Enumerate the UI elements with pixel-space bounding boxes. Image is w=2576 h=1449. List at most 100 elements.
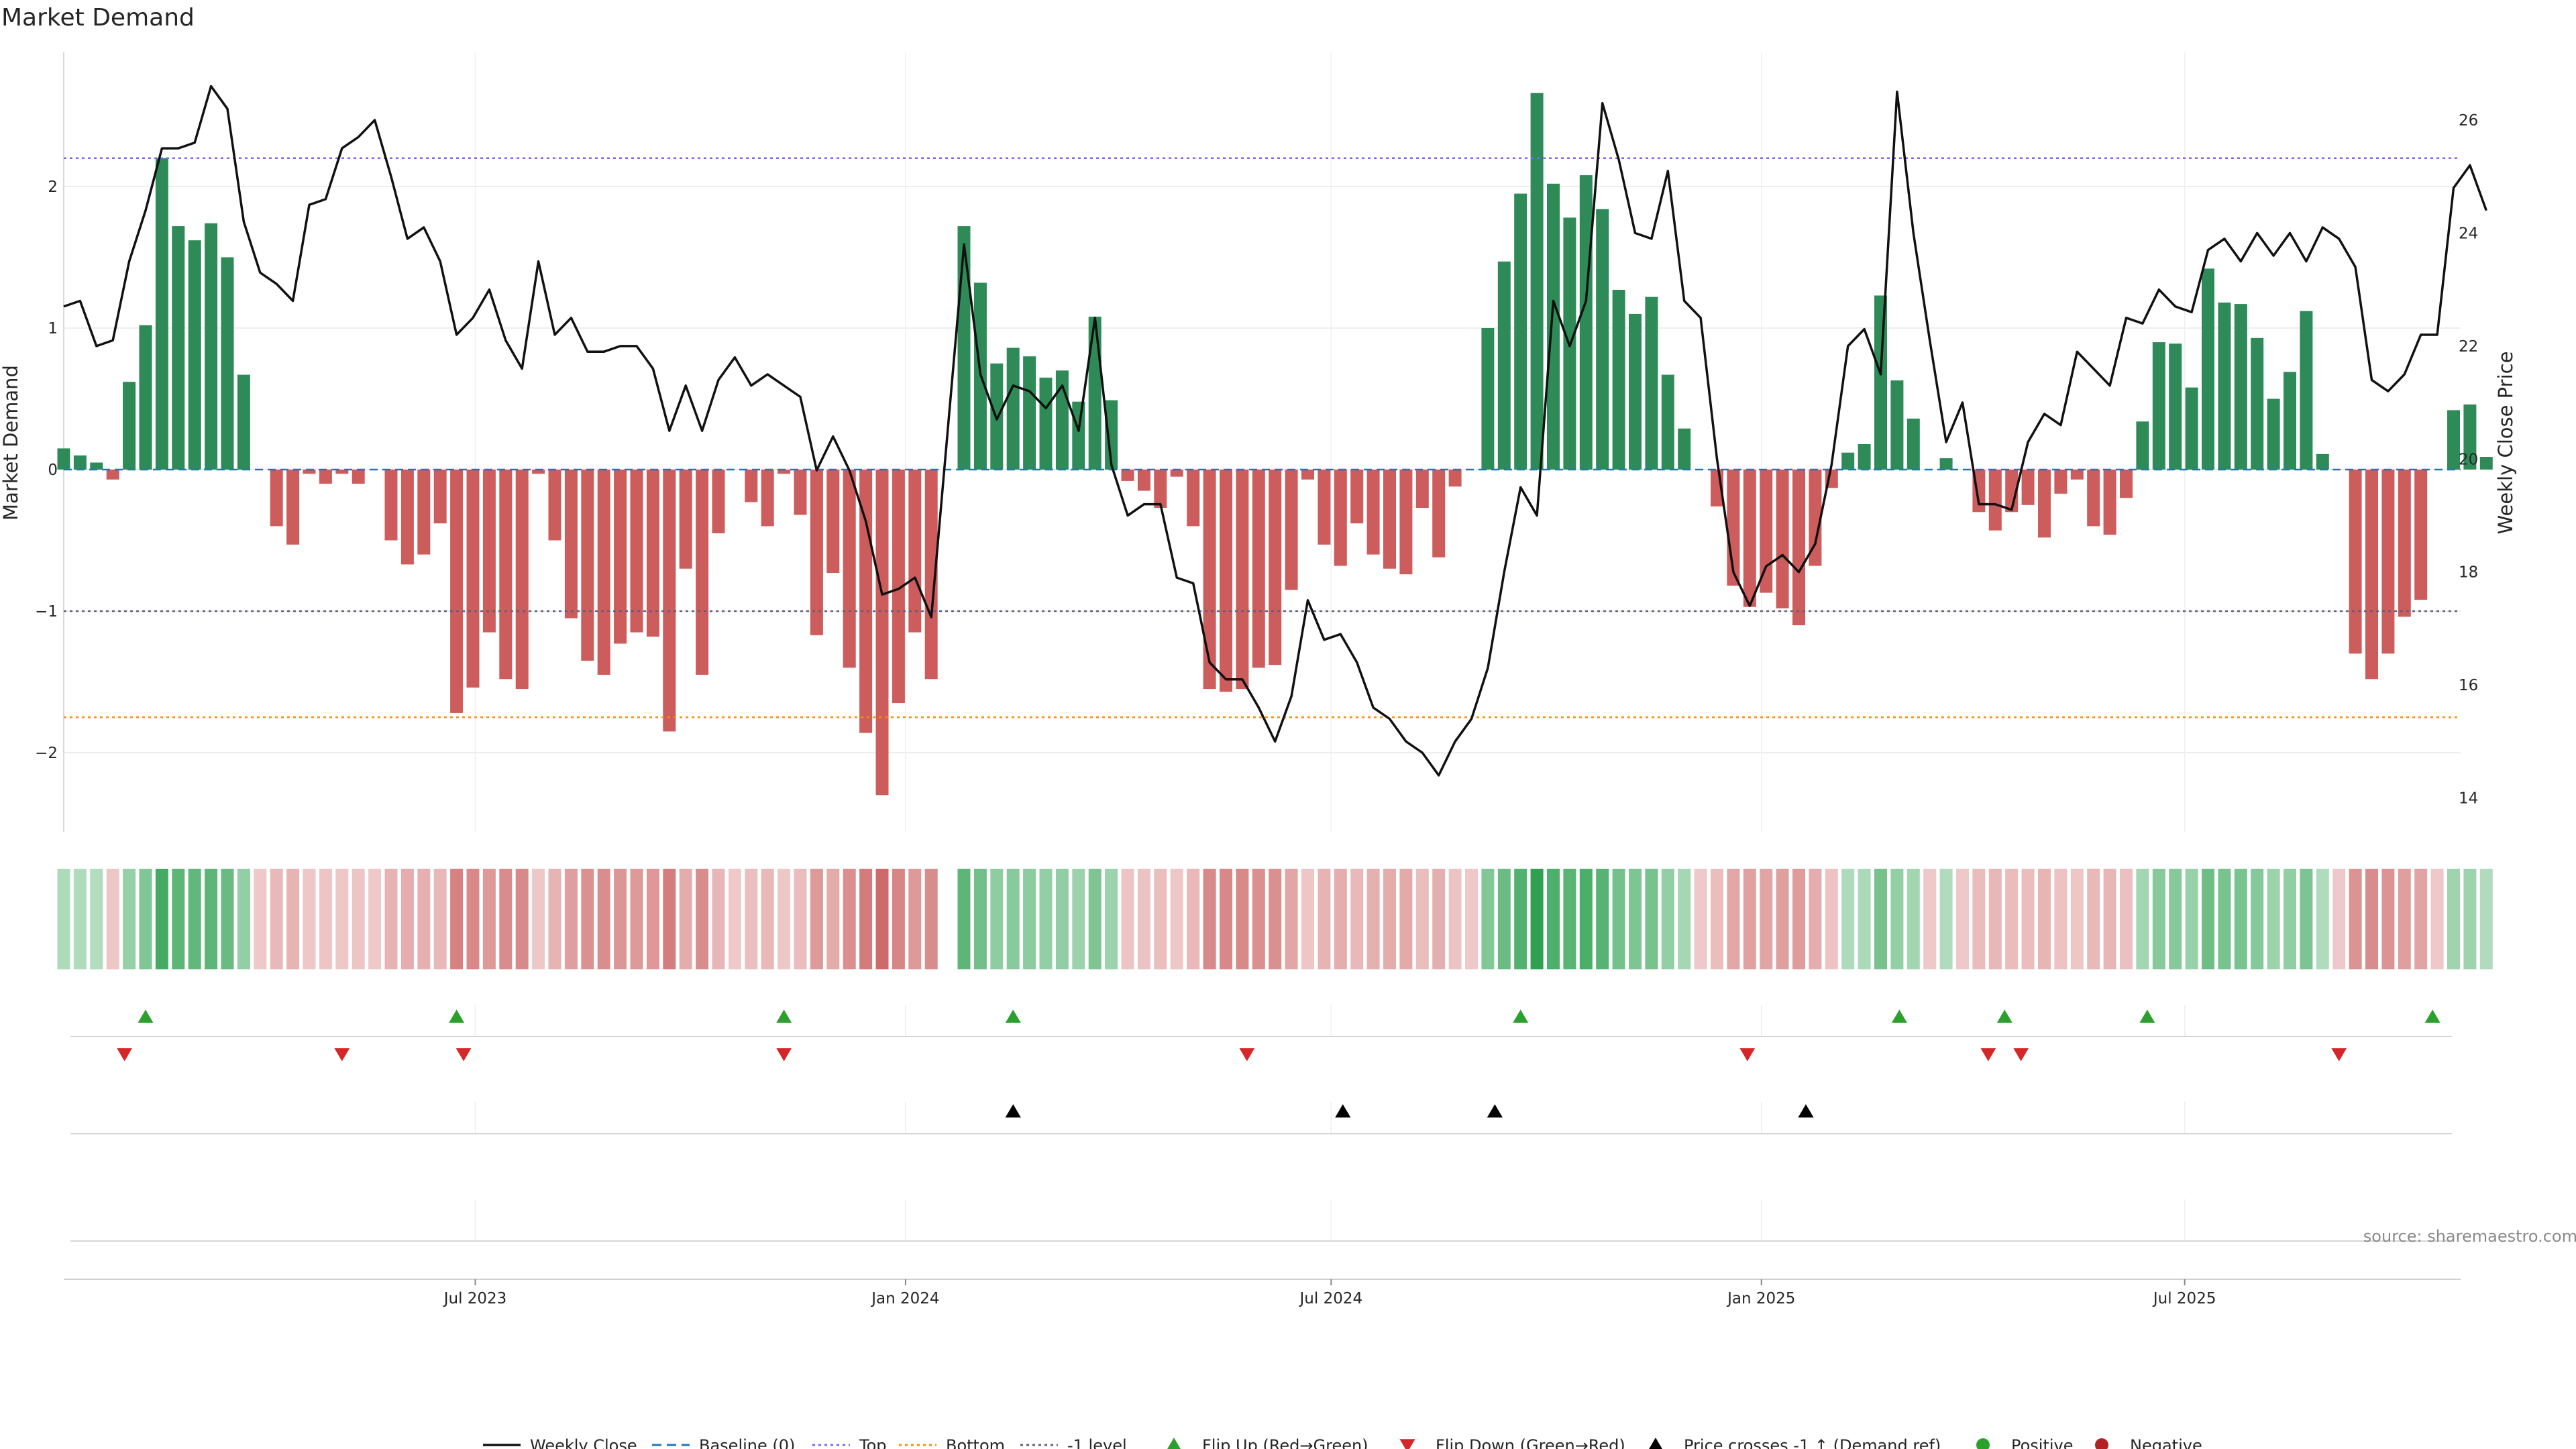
heat-strip-cell [1105, 869, 1118, 969]
positive-demand-bar [172, 226, 185, 470]
heat-strip-cell [482, 869, 496, 969]
heat-strip-cell [1269, 869, 1282, 969]
y-axis-label: Market Demand [0, 365, 22, 521]
heat-strip-cell [1415, 869, 1429, 969]
positive-demand-bar [1645, 297, 1658, 470]
flip-down-marker [455, 1048, 472, 1061]
heat-strip-cell [2087, 869, 2100, 969]
heat-strip-cell [1841, 869, 1855, 969]
heat-strip-cell [1727, 869, 1740, 969]
positive-demand-bar [2284, 372, 2296, 470]
price-cross-marker [1335, 1104, 1351, 1118]
y-tick-label: 0 [48, 462, 58, 479]
heat-strip-cell [1956, 869, 1969, 969]
heat-strip-cell [1432, 869, 1446, 969]
heat-strip-cell [1465, 869, 1478, 969]
legend-label: Positive [2011, 1436, 2074, 1449]
heat-strip-cell [2038, 869, 2051, 969]
positive-demand-bar [2300, 311, 2313, 470]
heat-strip-cell [646, 869, 659, 969]
heat-strip-cell [581, 869, 594, 969]
legend-label: Flip Down (Green→Red) [1436, 1436, 1625, 1449]
heat-strip-cell [2316, 869, 2329, 969]
heat-strip-cell [1825, 869, 1838, 969]
legend-glyph-positive [1976, 1438, 1990, 1449]
negative-demand-bar [417, 470, 431, 555]
heat-strip-cell [2398, 869, 2411, 969]
positive-demand-bar [139, 325, 152, 470]
heat-strip-cell [2349, 869, 2362, 969]
price-cross-marker [1005, 1104, 1021, 1118]
positive-demand-bar [2202, 268, 2214, 470]
negative-demand-bar [352, 470, 365, 484]
negative-demand-bar [499, 470, 513, 680]
negative-demand-bar [597, 470, 610, 675]
heat-strip-cell [1039, 869, 1053, 969]
heat-strip-cell [1809, 869, 1822, 969]
heat-strip-cell [139, 869, 152, 969]
positive-demand-bar [2316, 453, 2329, 470]
heat-strip-cell [859, 869, 873, 969]
negative-demand-bar [794, 470, 807, 515]
negative-demand-bar [384, 470, 398, 541]
y2-tick-label: 20 [2459, 451, 2478, 468]
negative-demand-bar [843, 470, 856, 668]
positive-demand-bar [73, 455, 87, 470]
heat-strip-cell [319, 869, 332, 969]
heat-strip-cell [499, 869, 513, 969]
heat-strip-cell [1497, 869, 1511, 969]
heat-strip-cell [1760, 869, 1773, 969]
heat-strip-cell [106, 869, 119, 969]
heat-strip-cell [924, 869, 938, 969]
positive-demand-bar [1105, 400, 1118, 470]
heat-strip-cell [123, 869, 136, 969]
heat-strip-cell [2267, 869, 2280, 969]
x-tick-label: Jan 2024 [870, 1290, 939, 1307]
y-tick-label: 1 [48, 320, 58, 337]
negative-demand-bar [2038, 470, 2051, 538]
heat-strip-cell [1318, 869, 1331, 969]
heat-strip-cell [2070, 869, 2084, 969]
negative-demand-bar [1252, 470, 1265, 668]
heat-strip-cell [417, 869, 431, 969]
heat-strip-cell [1629, 869, 1642, 969]
positive-demand-bar [1612, 290, 1625, 470]
legend-label: Baseline (0) [699, 1436, 795, 1449]
positive-demand-bar [2185, 387, 2198, 470]
heat-strip-cell [1350, 869, 1364, 969]
legend-glyph-triangle-up [1649, 1438, 1662, 1449]
heat-strip-cell [1645, 869, 1658, 969]
legend-label: Flip Up (Red→Green) [1202, 1436, 1368, 1449]
negative-demand-bar [679, 470, 692, 569]
negative-demand-bar [2054, 470, 2068, 494]
flip-up-marker [449, 1010, 465, 1023]
negative-demand-bar [1809, 470, 1822, 566]
flip-down-marker [1239, 1048, 1255, 1061]
negative-demand-bar [810, 470, 823, 635]
heat-strip-cell [335, 869, 349, 969]
chart-title: Market Demand [1, 4, 195, 32]
negative-demand-bar [2381, 470, 2395, 654]
y-axis-ticks: −2 −1 0 1 2 [35, 178, 58, 762]
reference-lines [64, 157, 2461, 718]
negative-demand-bar [1170, 470, 1183, 477]
positive-demand-bar [2218, 303, 2231, 470]
legend-label: Bottom [946, 1436, 1005, 1449]
y2-tick-label: 18 [2459, 564, 2478, 582]
price-cross-marker [1487, 1104, 1503, 1118]
heat-strip-cell [1514, 869, 1527, 969]
negative-demand-bar [1383, 470, 1396, 569]
heat-strip-cell [1137, 869, 1150, 969]
negative-demand-bar [2414, 470, 2428, 600]
heat-strip-cell [1579, 869, 1593, 969]
heat-strip-cell [1285, 869, 1298, 969]
negative-demand-bar [581, 470, 594, 661]
negative-demand-bar [1743, 470, 1756, 607]
heat-strip-cell [1203, 869, 1216, 969]
negative-demand-bar [924, 470, 938, 680]
heat-strip-cell [2103, 869, 2116, 969]
negative-demand-bar [1776, 470, 1789, 608]
heat-strip-cell [2054, 869, 2068, 969]
positive-demand-bar [1661, 374, 1674, 470]
y2-tick-label: 24 [2459, 225, 2478, 242]
